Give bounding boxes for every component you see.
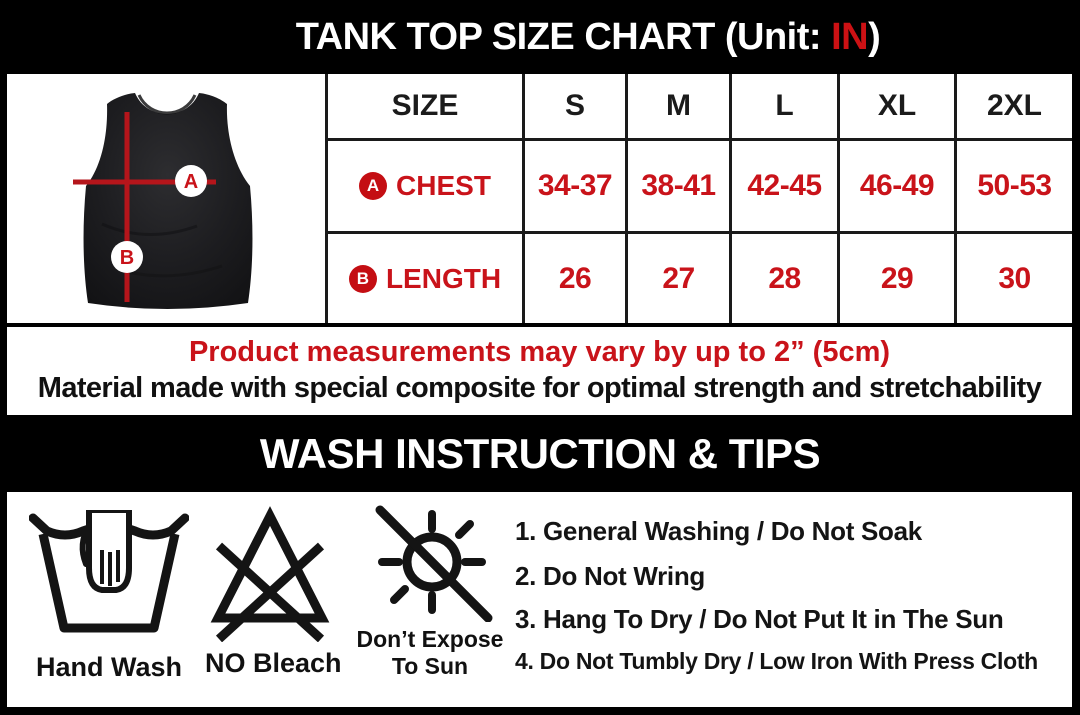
length-value-m: 27: [625, 231, 729, 323]
hand-wash-group: Hand Wash: [29, 510, 189, 683]
tolerance-note: Product measurements may vary by up to 2…: [188, 336, 891, 368]
no-sun-label-line2: To Sun: [391, 653, 469, 680]
page-title-unit: IN: [831, 15, 869, 58]
chest-value-2xl: 50-53: [954, 138, 1072, 231]
header-cell-size: SIZE: [391, 89, 459, 122]
no-bleach-label: NO Bleach: [205, 648, 342, 678]
marker-b-circle: [111, 241, 143, 273]
no-sun-label-line1: Don’t Expose: [356, 626, 504, 652]
hand-wash-label: Hand Wash: [35, 652, 182, 682]
marker-a-badge: A: [359, 172, 388, 200]
wash-tip-1: 1. General Washing / Do Not Soak: [515, 516, 922, 546]
wash-section-header: WASH INSTRUCTION & TIPS: [0, 415, 1080, 492]
size-table: SIZE S M L XL 2XL A CHEST 34-37 38-41 42…: [328, 74, 1072, 323]
row-label-length: B LENGTH: [328, 231, 522, 323]
chest-value-l: 42-45: [729, 138, 837, 231]
header-cell-xl: XL: [837, 74, 954, 138]
hand-shape: [79, 510, 132, 593]
title-bar: TANK TOP SIZE CHART (Unit: IN): [0, 0, 1080, 74]
neckline-shadow: [137, 94, 197, 115]
no-bleach-icon: [210, 506, 330, 642]
page-title: TANK TOP SIZE CHART (Unit: IN): [296, 16, 881, 59]
chest-value-m: 38-41: [625, 138, 729, 231]
tank-top-diagram: A B: [7, 74, 328, 323]
hand-wash-icon: [29, 510, 189, 633]
row-label-chest: A CHEST: [328, 138, 522, 231]
wash-tip-2: 2. Do Not Wring: [515, 561, 706, 591]
marker-b-badge: B: [348, 264, 377, 293]
wash-tip-4: 4. Do Not Tumbly Dry / Low Iron With Pre…: [515, 648, 1038, 674]
marker-a-letter: A: [184, 171, 198, 193]
chest-value-xl: 46-49: [837, 138, 954, 231]
size-chart-panel: A B SIZE S M L XL 2XL A CHEST 34-37 38-4…: [7, 74, 1072, 323]
wash-section-title: WASH INSTRUCTION & TIPS: [259, 429, 821, 477]
material-note: Material made with special composite for…: [37, 372, 1042, 404]
marker-b-letter: B: [120, 247, 134, 269]
no-sun-label: Don’t Expose To Sun: [355, 626, 505, 680]
marker-a-circle: [175, 165, 207, 197]
notes-panel: Product measurements may vary by up to 2…: [7, 327, 1072, 415]
header-cell-m: M: [625, 74, 729, 138]
header-cell-2xl: 2XL: [954, 74, 1072, 138]
length-label: LENGTH: [385, 262, 502, 294]
header-cell-s: S: [522, 74, 625, 138]
page-title-suffix: ): [868, 15, 881, 58]
length-value-s: 26: [522, 231, 625, 323]
no-bleach-group: NO Bleach: [205, 502, 342, 679]
length-value-2xl: 30: [954, 231, 1072, 323]
length-value-xl: 29: [837, 231, 954, 323]
wash-panel: Hand Wash NO Bleach Don’t Expose To Sun …: [7, 492, 1072, 707]
no-sun-group: Don’t Expose To Sun: [355, 504, 505, 680]
wash-tip-3: 3. Hang To Dry / Do Not Put It in The Su…: [515, 604, 1004, 634]
tank-top-illustration: A B: [73, 93, 253, 309]
chest-label: CHEST: [396, 170, 491, 201]
wrinkle-line: [101, 222, 198, 236]
no-sun-icon: [375, 505, 493, 622]
header-cell-l: L: [729, 74, 837, 138]
page-title-prefix: TANK TOP SIZE CHART (Unit:: [295, 15, 832, 58]
length-value-l: 28: [729, 231, 837, 323]
chest-value-s: 34-37: [522, 138, 625, 231]
